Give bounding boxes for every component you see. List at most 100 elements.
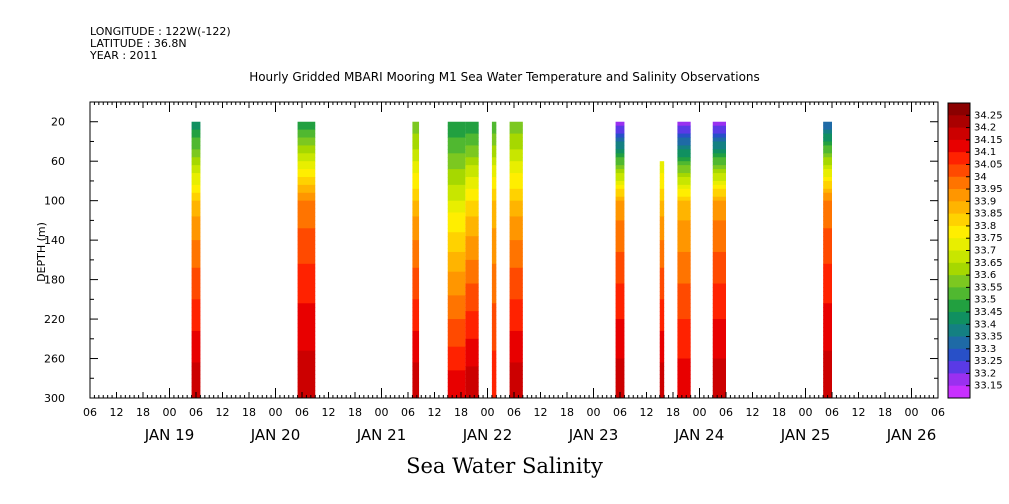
salinity-cell [509,157,523,162]
salinity-cell [297,342,316,348]
salinity-cell [677,330,691,336]
salinity-cell [509,386,523,391]
salinity-cell [509,354,523,360]
salinity-cell [191,263,201,269]
salinity-cell [465,291,479,296]
salinity-cell [677,212,691,217]
salinity-profile-segment [659,161,665,399]
salinity-cell [509,248,523,253]
salinity-cell [297,362,316,367]
salinity-cell [509,161,523,166]
salinity-cell [465,188,479,194]
salinity-cell [412,228,420,233]
salinity-cell [465,180,479,186]
x-hour-label: 06 [719,406,733,419]
salinity-cell [823,125,832,131]
salinity-cell [191,279,201,285]
salinity-cell [412,295,420,300]
salinity-cell [491,236,497,241]
salinity-cell [297,326,316,332]
salinity-cell [465,216,479,221]
salinity-cell [659,180,665,186]
salinity-cell [823,137,832,142]
salinity-cell [615,192,625,198]
salinity-cell [615,362,625,367]
salinity-cell [823,346,832,352]
salinity-cell [412,173,420,178]
salinity-cell [677,232,691,237]
salinity-cell [823,236,832,241]
salinity-cell [509,212,523,217]
colorbar-label: 33.2 [974,368,996,379]
salinity-cell [823,283,832,288]
salinity-cell [297,129,316,135]
colorbar-label: 33.4 [974,319,996,330]
salinity-cell [297,303,316,308]
salinity-cell [677,311,691,316]
salinity-cell [412,271,420,277]
salinity-cell [509,236,523,241]
salinity-cell [297,169,316,174]
salinity-cell [491,259,497,265]
salinity-cell [465,319,479,324]
salinity-cell [677,263,691,269]
salinity-cell [509,180,523,186]
salinity-cell [191,370,201,375]
salinity-cell [823,121,832,127]
salinity-cell [412,165,420,170]
salinity-cell [615,279,625,285]
salinity-cell [712,330,726,336]
salinity-cell [823,342,832,348]
salinity-cell [659,216,665,221]
salinity-cell [677,370,691,375]
salinity-cell [509,326,523,332]
salinity-cell [297,346,316,352]
salinity-cell [297,208,316,214]
plot-area [191,121,832,399]
salinity-cell [659,244,665,249]
salinity-cell [491,133,497,139]
salinity-cell [677,157,691,162]
salinity-cell [191,240,201,245]
salinity-cell [465,342,479,348]
salinity-cell [465,295,479,300]
salinity-cell [447,212,466,217]
salinity-cell [677,319,691,324]
salinity-cell [447,232,466,237]
salinity-cell [712,204,726,210]
salinity-cell [491,382,497,387]
salinity-cell [191,326,201,332]
colorbar-swatch [948,213,970,227]
salinity-cell [191,251,201,257]
salinity-cell [677,165,691,170]
salinity-cell [509,334,523,340]
salinity-cell [677,196,691,202]
x-hour-label: 00 [693,406,707,419]
salinity-cell [491,216,497,221]
salinity-cell [615,180,625,186]
salinity-cell [191,141,201,146]
salinity-cell [659,295,665,300]
salinity-cell [491,366,497,371]
salinity-cell [712,212,726,217]
salinity-cell [509,350,523,356]
salinity-cell [712,267,726,273]
salinity-cell [677,307,691,312]
salinity-cell [509,176,523,182]
salinity-cell [191,204,201,210]
salinity-cell [412,334,420,340]
salinity-cell [509,173,523,178]
salinity-cell [509,323,523,328]
salinity-cell [491,255,497,261]
salinity-cell [677,200,691,206]
salinity-cell [615,338,625,344]
colorbar-swatch [948,299,970,313]
salinity-cell [191,311,201,316]
salinity-cell [465,176,479,182]
salinity-cell [491,394,497,399]
salinity-cell [659,382,665,387]
salinity-cell [823,248,832,253]
salinity-cell [191,248,201,253]
salinity-cell [509,188,523,194]
salinity-cell [509,129,523,135]
